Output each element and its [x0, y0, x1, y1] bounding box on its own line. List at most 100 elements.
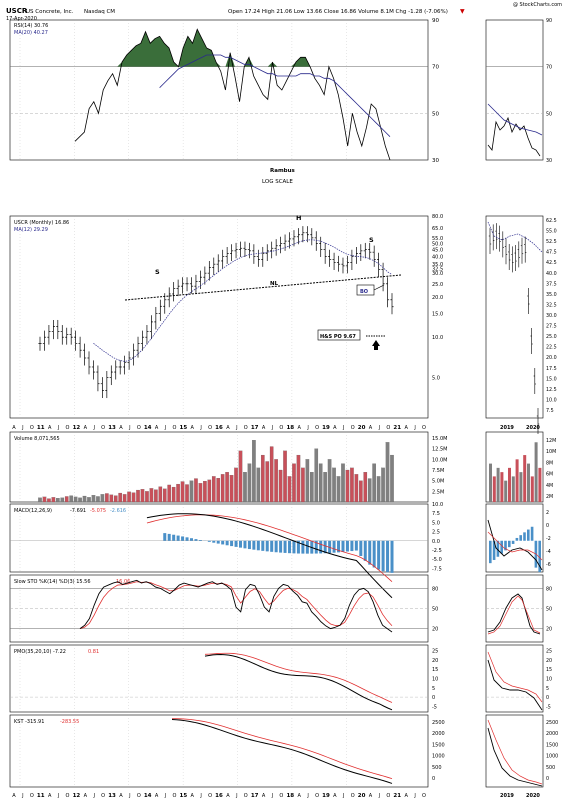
volume-bar [158, 486, 163, 503]
header-credit: @ StockCharts.com [513, 2, 562, 8]
side-macd-hist [515, 537, 519, 541]
volume-bar [73, 496, 78, 503]
rsi-tick-70: 70 [432, 65, 439, 71]
price-bar [172, 282, 176, 302]
volume-bar [105, 493, 109, 503]
price-tick-5.0: 5.0 [432, 376, 440, 382]
volume-bar [314, 448, 319, 503]
volume-bar [64, 496, 69, 503]
bottom-x-label-25: J [235, 793, 237, 799]
x-label-12: A [119, 425, 123, 431]
x-label-39: 20 [358, 425, 366, 431]
sto-tick-50: 50 [432, 607, 438, 613]
side-macd-hist [538, 540, 541, 573]
price-bar [390, 293, 394, 315]
side-price-bar [501, 231, 504, 258]
x-label-10: O [101, 425, 105, 431]
price-bar [91, 360, 96, 380]
panel-price [9, 215, 429, 419]
volume-bar [225, 472, 229, 503]
rsi-legend-ma: MA(20) 40.27 [14, 30, 48, 36]
side-sto-tick-80: 80 [546, 586, 552, 592]
price-bar [194, 274, 198, 294]
volume-bar [100, 494, 105, 503]
side-kst-tick-1500: 1500 [546, 742, 558, 748]
macd-histogram-bar [381, 540, 385, 572]
side-volume-bar [504, 480, 508, 502]
bottom-x-label-20: A [191, 793, 195, 799]
side-sto-k [487, 593, 541, 635]
x-label-31: 18 [286, 425, 294, 431]
sto-tick-20: 20 [432, 627, 438, 633]
vol-tick-5.0M: 5.0M [432, 479, 444, 485]
volume-bar [283, 450, 287, 503]
price-bar [158, 299, 162, 322]
side-volume-bar [489, 463, 492, 502]
kst-tick-1500: 1500 [432, 742, 445, 748]
price-bar [274, 239, 278, 256]
x-label-5: J [57, 425, 59, 431]
vol-tick-7.5M: 7.5M [432, 468, 444, 474]
price-bar [78, 336, 82, 358]
price-bar [136, 336, 140, 358]
sto-d-line [79, 581, 393, 629]
volume-bar [118, 492, 123, 503]
side-pmo-tick-20: 20 [546, 658, 552, 664]
x-label-11: 13 [108, 425, 116, 431]
side-kst-line [487, 727, 543, 787]
label-breakout: BO [360, 289, 368, 295]
bottom-x-label-18: O [172, 793, 176, 799]
note-log-scale: LOG SCALE [262, 179, 293, 185]
price-bar [114, 360, 118, 380]
volume-bar [274, 459, 278, 503]
macd-legend-hist: -2.616 [110, 508, 126, 514]
price-bar [359, 244, 363, 262]
x-label-7: 12 [73, 425, 81, 431]
macd-histogram-bar [359, 540, 363, 556]
side-macd-hist [530, 526, 534, 541]
macd-line [146, 513, 393, 599]
side-price-tick-40.0: 40.0 [546, 271, 557, 277]
rsi-overbought-fill [75, 29, 390, 67]
x-label-17: J [164, 425, 166, 431]
volume-bar [265, 461, 270, 503]
side-price-bar [527, 288, 530, 314]
macd-histogram-bar [350, 540, 354, 552]
bottom-x-label-41: J [378, 793, 380, 799]
kst-tick-500: 500 [432, 765, 442, 771]
side-macd-hist [492, 540, 496, 560]
volume-bar [60, 497, 65, 503]
volume-bar [78, 497, 82, 503]
volume-bar [122, 494, 127, 503]
volume-bar [247, 463, 252, 503]
side-vol-tick-12M: 12M [546, 438, 556, 444]
price-bar [69, 327, 73, 345]
kst-legend: KST -315.91 [14, 719, 44, 725]
volume-bar [96, 496, 100, 503]
volume-bar [127, 491, 131, 503]
x-label-42: O [386, 425, 390, 431]
price-bar [323, 242, 327, 264]
volume-bar [234, 467, 238, 503]
price-bar [180, 277, 185, 294]
macd-histogram-bar [328, 540, 332, 553]
side-price-tick-47.5: 47.5 [546, 250, 557, 256]
volume-bar [82, 495, 87, 503]
side-price-bar [492, 224, 495, 251]
side-price-tick-7.5: 7.5 [546, 408, 554, 414]
side-price-tick-20.0: 20.0 [546, 355, 557, 361]
side-macd-tick--6: -6 [546, 562, 551, 568]
volume-bar [323, 472, 327, 503]
kst-tick-2500: 2500 [432, 720, 445, 726]
macd-histogram-bar [390, 540, 394, 573]
price-bar [167, 287, 171, 308]
price-bar [189, 277, 194, 294]
macd-histogram-bar [341, 540, 345, 552]
x-label-0: A [12, 425, 16, 431]
volume-bar [162, 488, 167, 503]
macd-histogram-bar [176, 535, 180, 541]
bottom-x-label-31: 18 [286, 793, 294, 799]
side-price-tick-30.0: 30.0 [546, 313, 557, 319]
price-bar [354, 246, 358, 264]
volume-bar [309, 472, 314, 503]
